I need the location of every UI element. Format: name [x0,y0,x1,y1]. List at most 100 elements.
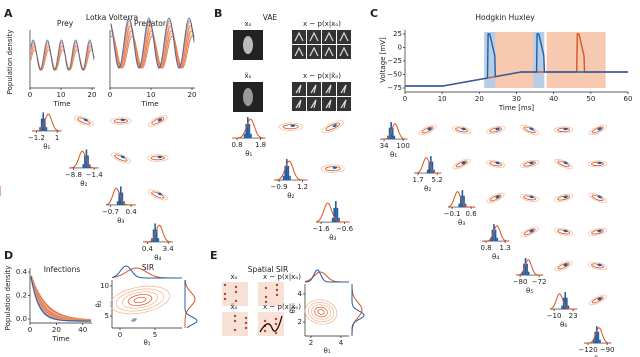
contour [133,296,147,304]
hist-bar [597,331,600,344]
hist-bar [460,195,462,208]
label: 1.3 [500,244,511,252]
hist-bar [45,127,48,131]
hist-bar [431,161,434,174]
digit [294,31,304,42]
hist-bar [526,263,528,276]
hist-bar [595,326,598,344]
label: x̃ₒ [244,72,251,80]
spot [275,283,279,287]
contour [147,154,169,162]
spot [244,316,248,320]
contour [325,122,341,131]
contour [317,309,325,315]
hist-bar [82,164,85,168]
contour [110,117,132,125]
label: −25 [387,57,402,65]
contour [324,166,341,172]
label: θ₆ [560,321,567,329]
label: 25 [393,30,402,38]
hist-bar [250,133,252,139]
label: 1.2 [297,183,308,191]
label: −75 [387,84,402,92]
contour [557,262,570,270]
label: θ₇ [594,355,601,357]
contour [418,124,437,136]
label: VAE [263,13,278,22]
hist-bar [285,159,288,181]
curve [351,284,365,336]
label: 4 [298,290,303,298]
contour [157,155,162,159]
hist-bar [433,169,435,174]
label: −90 [600,346,615,354]
label: E [210,249,218,262]
contour [150,155,165,161]
label: 50 [586,95,595,103]
contour [314,306,328,318]
hist-bar [287,165,290,181]
contour [557,127,571,133]
label: 0.0 [16,315,27,323]
contour [554,158,573,169]
envelope [484,32,496,88]
contour [83,118,88,122]
label: Infections [44,265,81,274]
contour [591,229,604,235]
label: −72 [532,278,547,286]
spot [275,288,279,292]
hist-bar [87,155,89,168]
envelope [574,32,606,88]
curve [380,123,408,140]
label: −50 [387,71,402,79]
contour [597,263,602,267]
label: θ₅ [526,287,533,295]
hist-bar [564,292,567,310]
contour [151,191,165,199]
label: 100 [396,142,409,150]
label: 0 [398,44,402,52]
contour [427,127,432,131]
contour [120,155,125,159]
hist-bar [152,229,155,242]
spot [234,290,238,294]
spot [234,285,238,289]
contour [332,166,337,169]
label: 20 [88,91,97,99]
label: 0.4 [126,208,138,216]
digit [324,46,334,57]
label: 0 [28,91,32,99]
contour [523,228,536,236]
label: 0 [403,95,407,103]
label: 20 [188,91,197,99]
label: 3.4 [163,245,175,253]
label: x̃ₒ [230,303,237,311]
label: x ~ p(x|x̃ₒ) [263,303,301,311]
label: θ₂ [95,300,103,307]
hist-bar [496,237,498,242]
contour [519,159,540,168]
contour [278,122,303,131]
contour [597,161,602,165]
label: −120 [578,346,597,354]
contour [311,304,331,320]
contour [587,160,608,168]
spot [233,319,237,323]
spot [223,292,227,296]
hist-bar [155,229,158,242]
hist-bar [284,165,286,181]
contour [290,124,295,127]
curve [184,280,198,329]
envelope [533,32,545,88]
hist-bar [567,305,570,310]
contour [304,299,338,325]
contour [520,124,539,135]
label: 10 [147,91,156,99]
curve [232,118,266,139]
label: D [4,249,13,262]
label: 0.2 [16,292,27,300]
contour [529,127,534,131]
label: 0.8 [231,141,242,149]
hist-bar [463,195,465,208]
curve [405,33,628,87]
